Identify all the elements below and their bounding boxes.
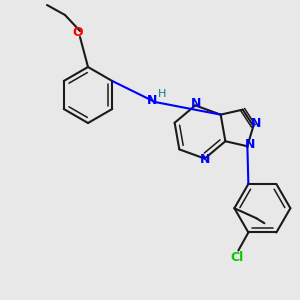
Text: H: H bbox=[158, 89, 166, 99]
Text: N: N bbox=[245, 138, 256, 151]
Text: Cl: Cl bbox=[231, 251, 244, 264]
Text: N: N bbox=[251, 117, 262, 130]
Text: O: O bbox=[73, 26, 83, 40]
Text: N: N bbox=[147, 94, 157, 106]
Text: N: N bbox=[191, 97, 202, 110]
Text: N: N bbox=[200, 153, 210, 166]
